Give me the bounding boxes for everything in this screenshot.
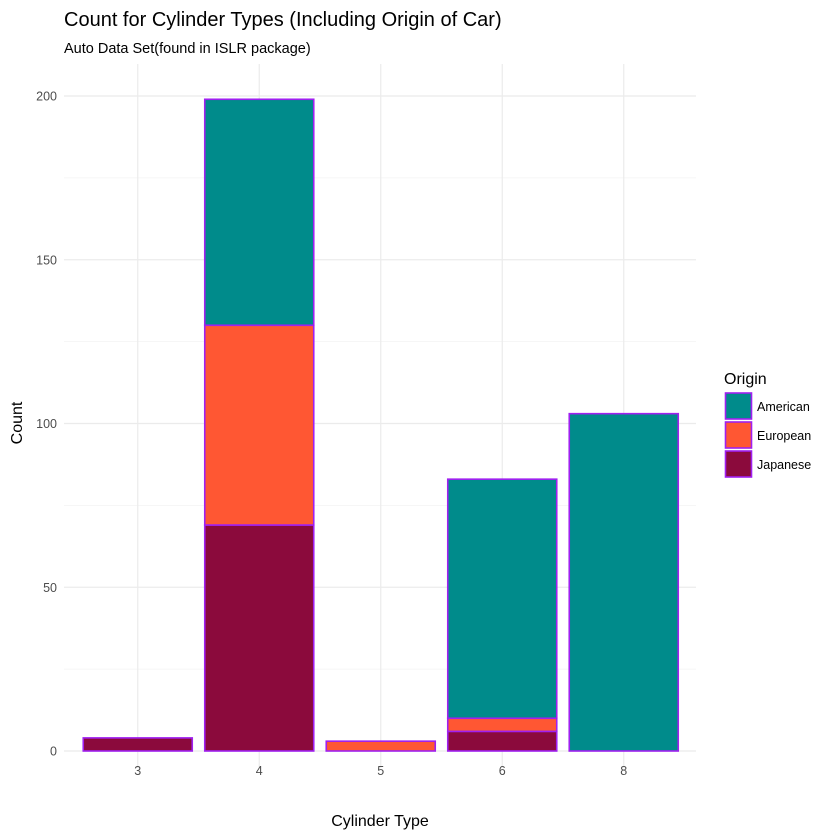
- chart-subtitle: Auto Data Set(found in ISLR package): [64, 41, 311, 57]
- bar-segment-japanese-cyl-3: [82, 737, 194, 752]
- x-tick-label: 5: [377, 764, 384, 778]
- x-tick-label: 3: [134, 764, 141, 778]
- x-tick-label: 4: [256, 764, 263, 778]
- bars: [82, 98, 680, 752]
- y-tick-label: 150: [36, 253, 57, 267]
- y-axis-ticks: 0 50 100 150 200: [36, 90, 57, 759]
- legend-label-european: European: [757, 429, 811, 443]
- legend: Origin American European Japanese: [724, 371, 811, 478]
- chart-title: Count for Cylinder Types (Including Orig…: [64, 9, 502, 31]
- bar-segment-american-cyl-6: [446, 478, 558, 720]
- legend-label-american: American: [757, 400, 810, 414]
- bar-segment-japanese-cyl-6: [446, 730, 558, 752]
- legend-label-japanese: Japanese: [757, 458, 811, 472]
- legend-title: Origin: [724, 371, 767, 388]
- legend-key-european: [724, 421, 753, 449]
- bar-segment-european-cyl-4: [203, 324, 315, 526]
- legend-key-american: [724, 392, 753, 420]
- bar-segment-american-cyl-4: [203, 98, 315, 327]
- bar-segment-american-cyl-8: [568, 412, 680, 752]
- legend-key-japanese: [724, 450, 753, 478]
- y-tick-label: 100: [36, 417, 57, 431]
- x-axis-ticks: 3 4 5 6 8: [134, 764, 627, 778]
- bar-segment-japanese-cyl-4: [203, 524, 315, 752]
- x-axis-title: Cylinder Type: [331, 813, 429, 830]
- x-tick-label: 6: [499, 764, 506, 778]
- x-tick-label: 8: [620, 764, 627, 778]
- y-tick-label: 0: [50, 745, 57, 759]
- y-tick-label: 50: [43, 581, 57, 595]
- bar-segment-european-cyl-5: [325, 740, 437, 752]
- y-tick-label: 200: [36, 90, 57, 104]
- y-axis-title: Count: [9, 401, 26, 444]
- bar-segment-european-cyl-6: [446, 717, 558, 733]
